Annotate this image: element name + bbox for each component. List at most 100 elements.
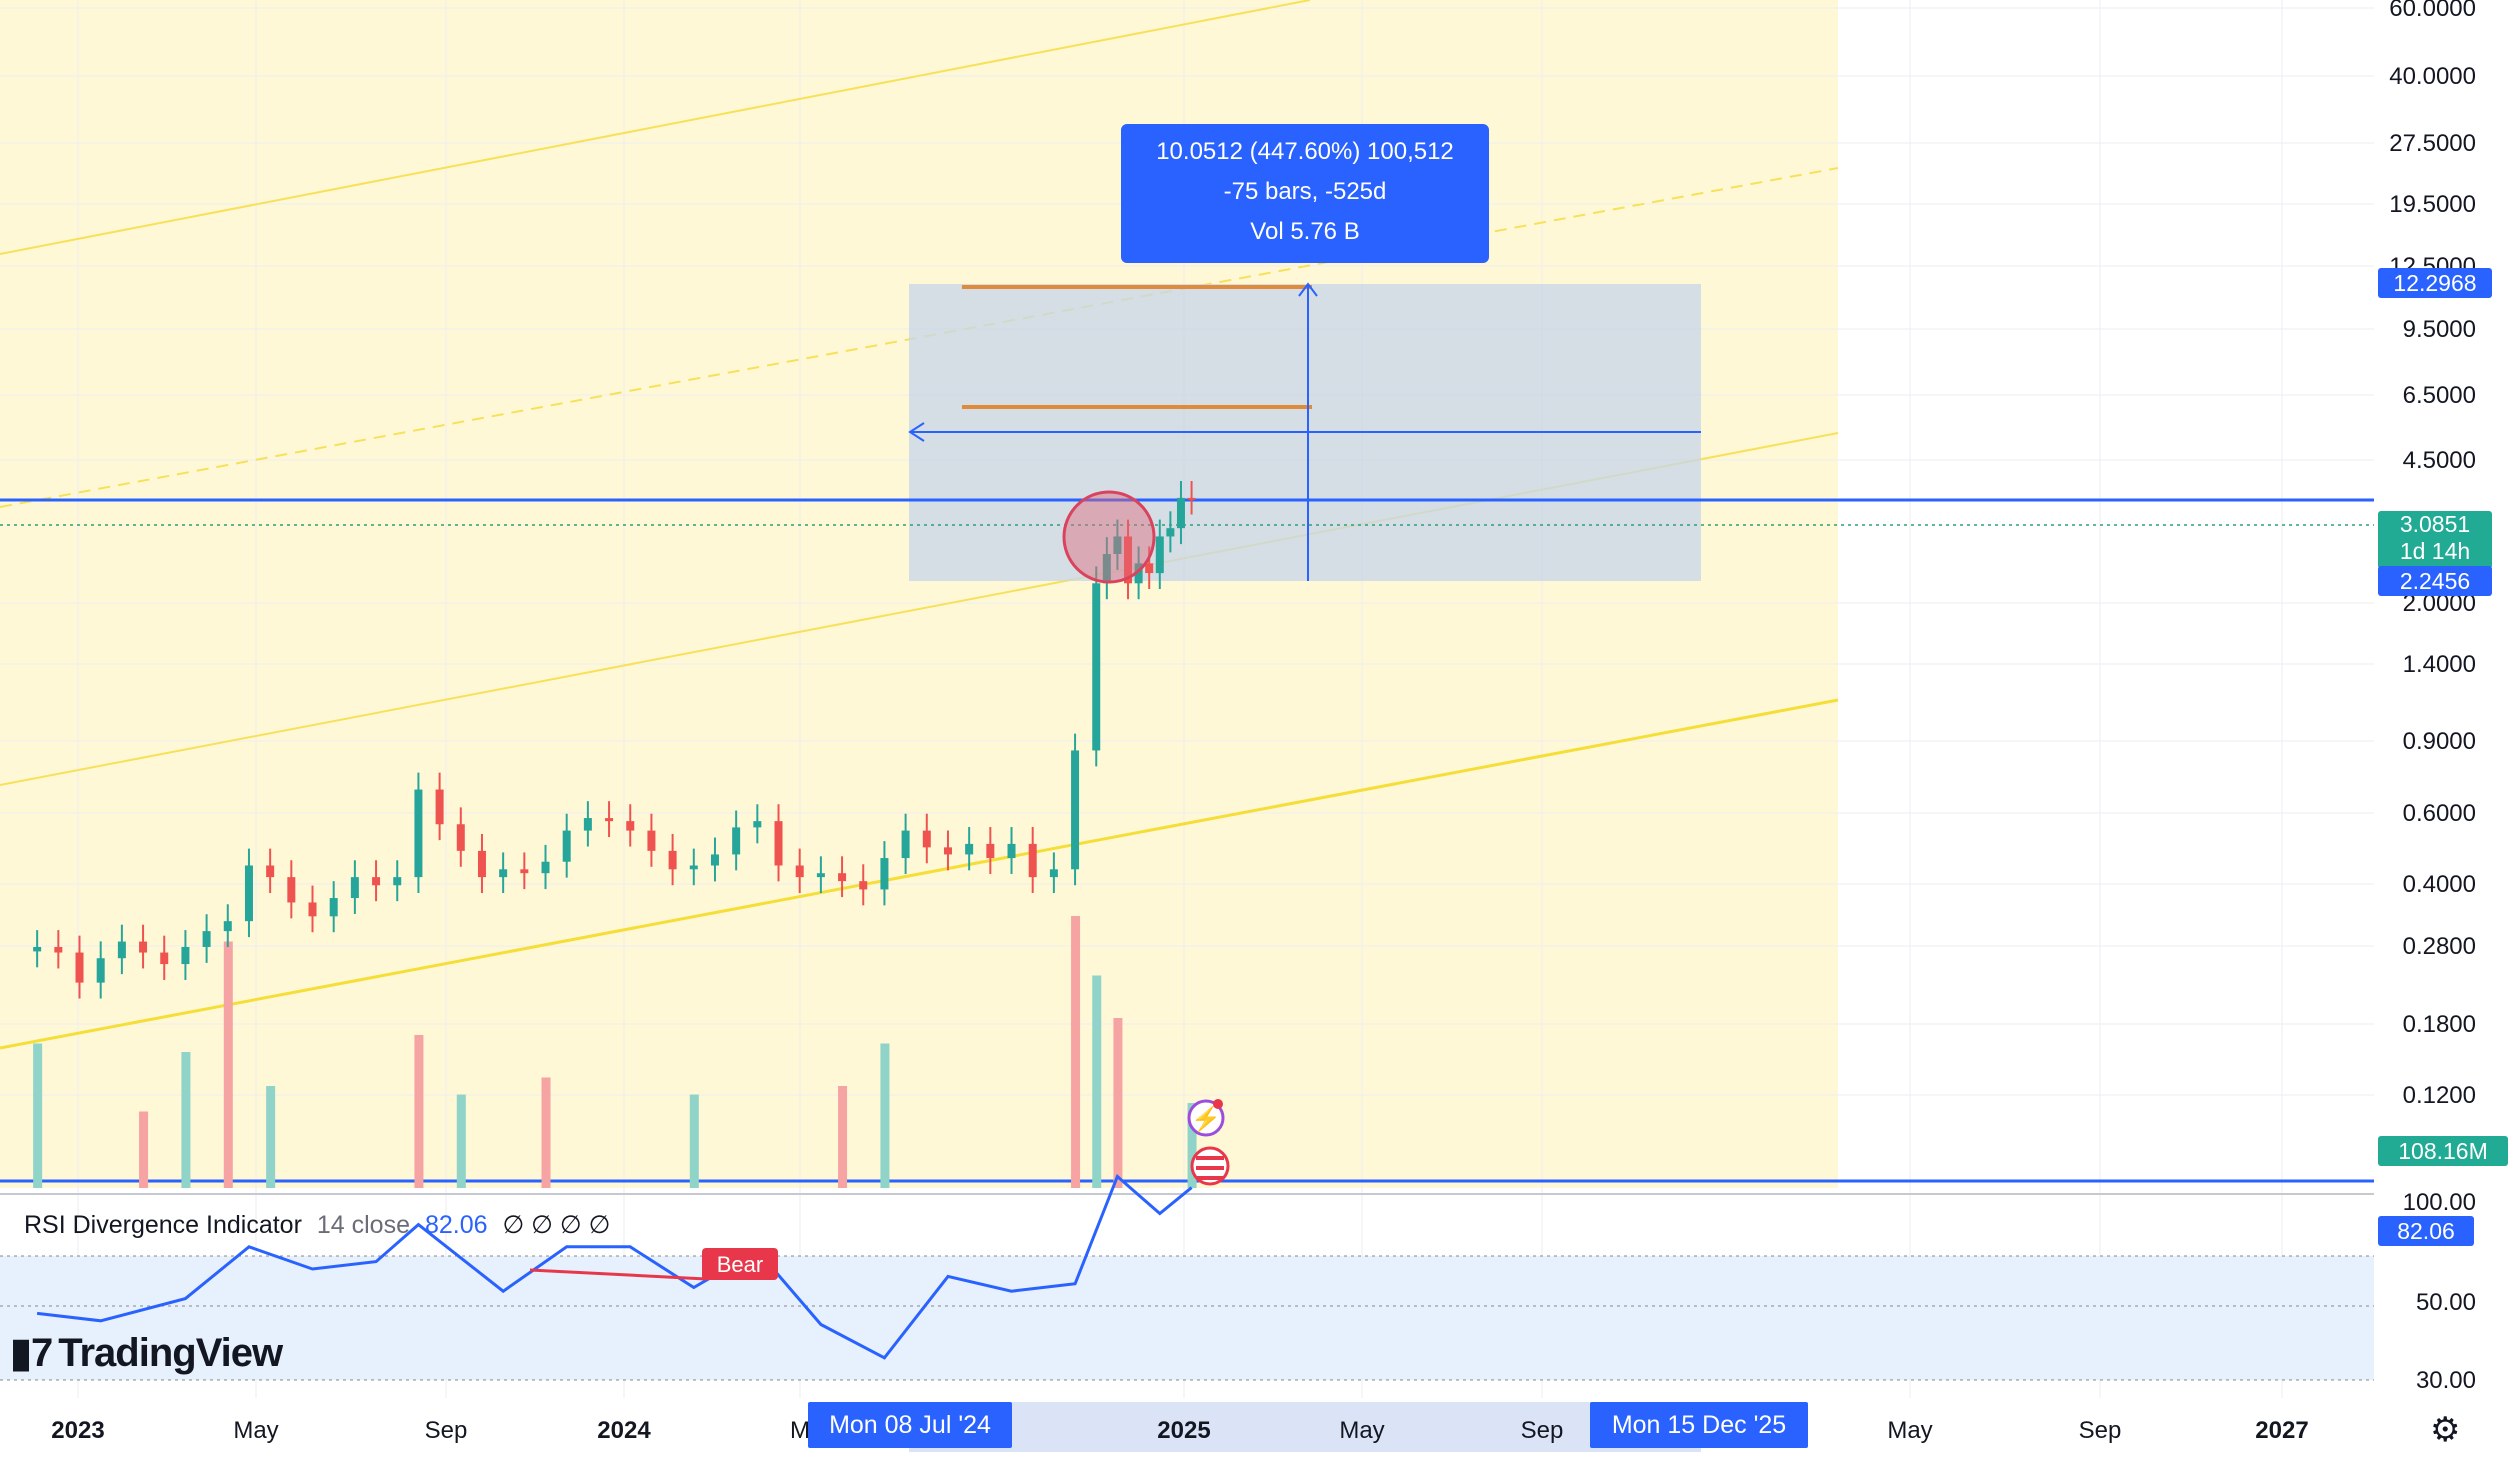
empty-value-icon: ∅ ∅ ∅ ∅ [502,1211,611,1239]
candle-body [710,854,719,866]
volume-bar [1071,916,1081,1188]
candle-body [287,877,296,903]
candle-body [1176,497,1185,529]
candle-body [689,865,698,870]
candle-body [943,847,952,855]
candle-body [244,865,253,922]
candle-body [1113,536,1122,555]
settings-gear-icon[interactable]: ⚙ [2430,1411,2461,1449]
volume-bar [181,1052,191,1188]
candle-body [880,858,889,890]
bear-divergence-line [529,1268,707,1281]
candle-body [647,830,656,851]
y-tick-label: 0.6000 [2403,800,2476,827]
rsi-value: 82.06 [424,1211,488,1239]
volume-bars [33,916,1197,1188]
measure-arrow-head-up [1298,282,1318,297]
candle-body [329,898,338,917]
channel-top-line [0,0,1311,255]
candle-body [54,946,63,953]
candle-body [583,818,592,831]
candle-body [520,869,529,874]
y-tick-label: 1.4000 [2403,651,2476,678]
candle-body [986,843,995,859]
candle-body [372,877,381,886]
volume-label: 108.16M [2378,1136,2508,1166]
candle-body [96,958,105,983]
candle-body [838,873,847,882]
candle-body [202,931,211,947]
flag-stripe-icon [1196,1156,1224,1160]
candle-body [795,865,804,878]
y-tick-label: 60.0000 [2389,0,2476,22]
candle-body [1124,536,1133,584]
candle-body [181,946,190,965]
volume-bar [689,1094,699,1188]
y-tick-label: 40.0000 [2389,63,2476,90]
x-tick-label: M [790,1417,810,1444]
candle-body [922,830,931,848]
x-tick-label: May [233,1417,278,1444]
y-tick-label: 0.1200 [2403,1082,2476,1109]
candle-body [1102,554,1111,584]
candles [33,481,1196,999]
last-price-label: 3.0851 1d 14h [2378,511,2492,569]
volume-bar [414,1035,424,1188]
tradingview-logo: ▮7 TradingView [10,1331,283,1375]
candle-body [901,830,910,859]
y-tick-label: 27.5000 [2389,130,2476,157]
x-tick-label: Sep [2079,1417,2122,1444]
x-tick-label: Sep [425,1417,468,1444]
rsi-polyline [36,1173,1193,1360]
x-tick-label: 2027 [2255,1417,2308,1444]
volume-bar [880,1043,890,1188]
volume-bar [223,941,233,1188]
candle-body [753,821,762,828]
lightning-glyph-icon: ⚡ [1191,1105,1221,1133]
candle-body [117,941,126,959]
volume-bar [456,1094,466,1188]
candle-body [160,952,169,965]
candle-body [1145,563,1154,574]
candle-body [477,850,486,878]
target-price-label: 12.2968 [2378,268,2492,298]
candle-body [626,821,635,831]
bear-label: Bear [717,1252,763,1277]
y-tick-label: 4.5000 [2403,447,2476,474]
lightning-event-icon[interactable] [1187,1099,1225,1137]
time-range-highlight [909,1402,1701,1452]
rsi-legend[interactable]: RSI Divergence Indicator 14 close 82.06 … [24,1210,618,1240]
volume-bar [1113,1018,1123,1188]
candle-body [1092,583,1101,751]
candle-body [1028,843,1037,878]
candle-body [393,877,402,886]
x-tick-label: May [1339,1417,1384,1444]
candle-body [605,818,614,822]
flag-stripe-3-icon [1196,1176,1224,1180]
last-price-value: 3.0851 [2399,511,2471,537]
candle-body [541,861,550,874]
candle-body [1007,843,1016,859]
grid-lines [0,0,2374,1398]
candle-body [816,873,825,878]
x-tick-label: Sep [1521,1417,1564,1444]
candle-body [414,789,423,878]
rsi-band [0,1256,2374,1380]
channel-band [0,0,1838,1188]
rsi-tick-label: 30.00 [2416,1367,2476,1394]
candle-body [1187,497,1196,500]
y-tick-label: 6.5000 [2403,382,2476,409]
volume-bar [838,1086,848,1188]
time-start-label: Mon 08 Jul '24 [808,1402,1012,1448]
y-tick-label: 100.00 [2403,1189,2476,1216]
bar-countdown: 1d 14h [2399,538,2471,564]
candle-body [732,827,741,855]
y-axis-ticks: 60.000040.000027.500019.500012.50009.500… [2389,0,2476,1394]
candle-body [223,921,232,932]
measure-tooltip: 10.0512 (447.60%) 100,512 -75 bars, -525… [1121,124,1489,263]
highlight-circle[interactable] [1062,490,1156,584]
x-axis-ticks: 2023 May Sep 2024 M 2025 May Sep May Sep 2027 [51,1417,2308,1444]
candle-body [965,843,974,855]
